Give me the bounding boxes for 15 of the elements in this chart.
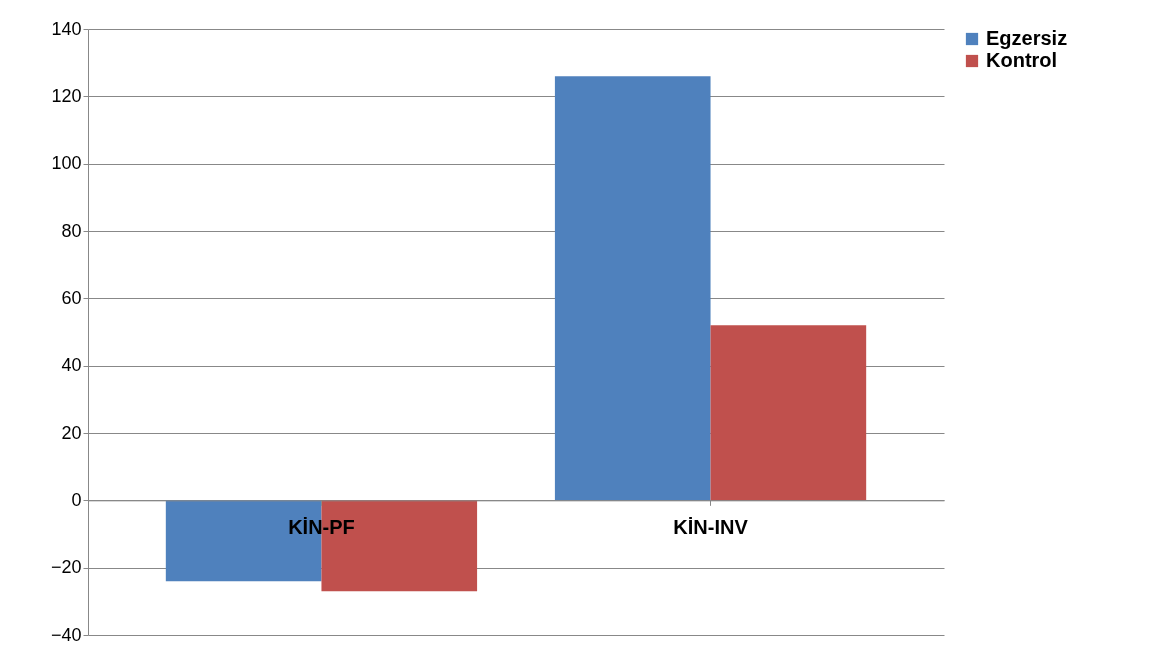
legend-label: Kontrol — [986, 49, 1058, 71]
y-tick-label: 100 — [51, 153, 82, 174]
bar — [554, 76, 711, 501]
y-tick-label: 140 — [51, 18, 82, 39]
x-tick-label: KİN-INV — [673, 515, 749, 538]
y-tick-label: −20 — [50, 557, 82, 578]
y-tick-label: 40 — [61, 355, 82, 376]
bar — [710, 325, 867, 501]
legend-label: Egzersiz — [986, 27, 1068, 49]
y-tick-label: 80 — [61, 220, 82, 241]
y-tick-label: 60 — [61, 287, 82, 308]
y-tick-label: 120 — [51, 85, 82, 106]
y-tick-label: 20 — [61, 422, 82, 443]
y-tick-label: −40 — [50, 624, 82, 645]
y-tick-label: 0 — [71, 489, 82, 510]
